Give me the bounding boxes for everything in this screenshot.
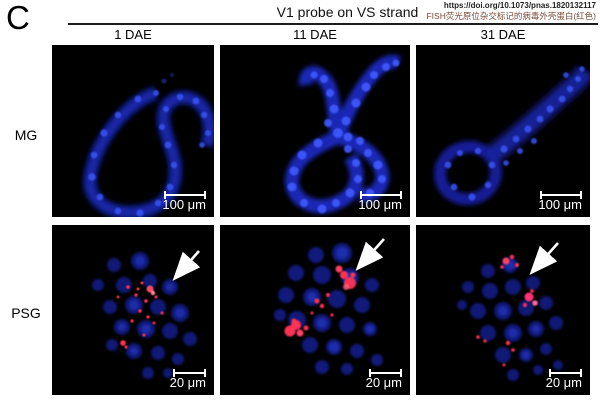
scale-bar: 100 μm: [538, 191, 582, 213]
scale-bar-line: [360, 191, 402, 200]
row-label-psg: PSG: [11, 305, 41, 321]
column-header-31dae: 31 DAE: [480, 27, 526, 42]
arrow-icon: [355, 238, 385, 271]
micrograph-mg-11dae: 100 μm: [220, 45, 410, 217]
micrograph-art: [457, 242, 563, 381]
scale-bar-label: 100 μm: [162, 197, 206, 213]
scale-bar: 20 μm: [365, 369, 402, 391]
micrograph-psg-31dae: 20 μm: [416, 225, 590, 395]
micrograph-art: [92, 250, 201, 379]
column-header-1dae: 1 DAE: [114, 27, 152, 42]
panel-letter: C: [6, 0, 30, 36]
micrograph-art: [274, 238, 385, 375]
scale-bar: 20 μm: [545, 369, 582, 391]
scale-bar-label: 20 μm: [365, 375, 402, 391]
micrograph-art: [434, 64, 590, 206]
scale-bar-label: 20 μm: [545, 375, 582, 391]
micrograph-art: [285, 54, 402, 214]
micrograph-psg-1dae: 20 μm: [52, 225, 214, 395]
scale-bar-line: [164, 191, 206, 200]
micrograph-mg-31dae: 100 μm: [416, 45, 590, 217]
arrow-icon: [172, 250, 201, 281]
scale-bar-label: 100 μm: [358, 197, 402, 213]
scale-bar-line: [369, 369, 402, 378]
doi-watermark: https://doi.org/10.1073/pnas.1820132117: [443, 1, 596, 10]
scale-bar: 100 μm: [162, 191, 206, 213]
scale-bar: 100 μm: [358, 191, 402, 213]
micrograph-art: [83, 73, 214, 217]
title-underline: [68, 23, 598, 25]
scale-bar-line: [549, 369, 582, 378]
scale-bar-line: [540, 191, 582, 200]
column-header-11dae: 11 DAE: [293, 27, 337, 42]
micrograph-psg-11dae: 20 μm: [220, 225, 410, 395]
scale-bar-label: 20 μm: [169, 375, 206, 391]
micrograph-mg-1dae: 100 μm: [52, 45, 214, 217]
scale-bar-line: [173, 369, 206, 378]
scale-bar-label: 100 μm: [538, 197, 582, 213]
row-label-mg: MG: [14, 127, 38, 143]
scale-bar: 20 μm: [169, 369, 206, 391]
chinese-annotation: FISH荧光原位杂交标记的病毒外壳蛋白(红色): [426, 11, 596, 21]
arrow-icon: [529, 242, 559, 275]
figure-title: V1 probe on VS strand: [276, 4, 419, 20]
